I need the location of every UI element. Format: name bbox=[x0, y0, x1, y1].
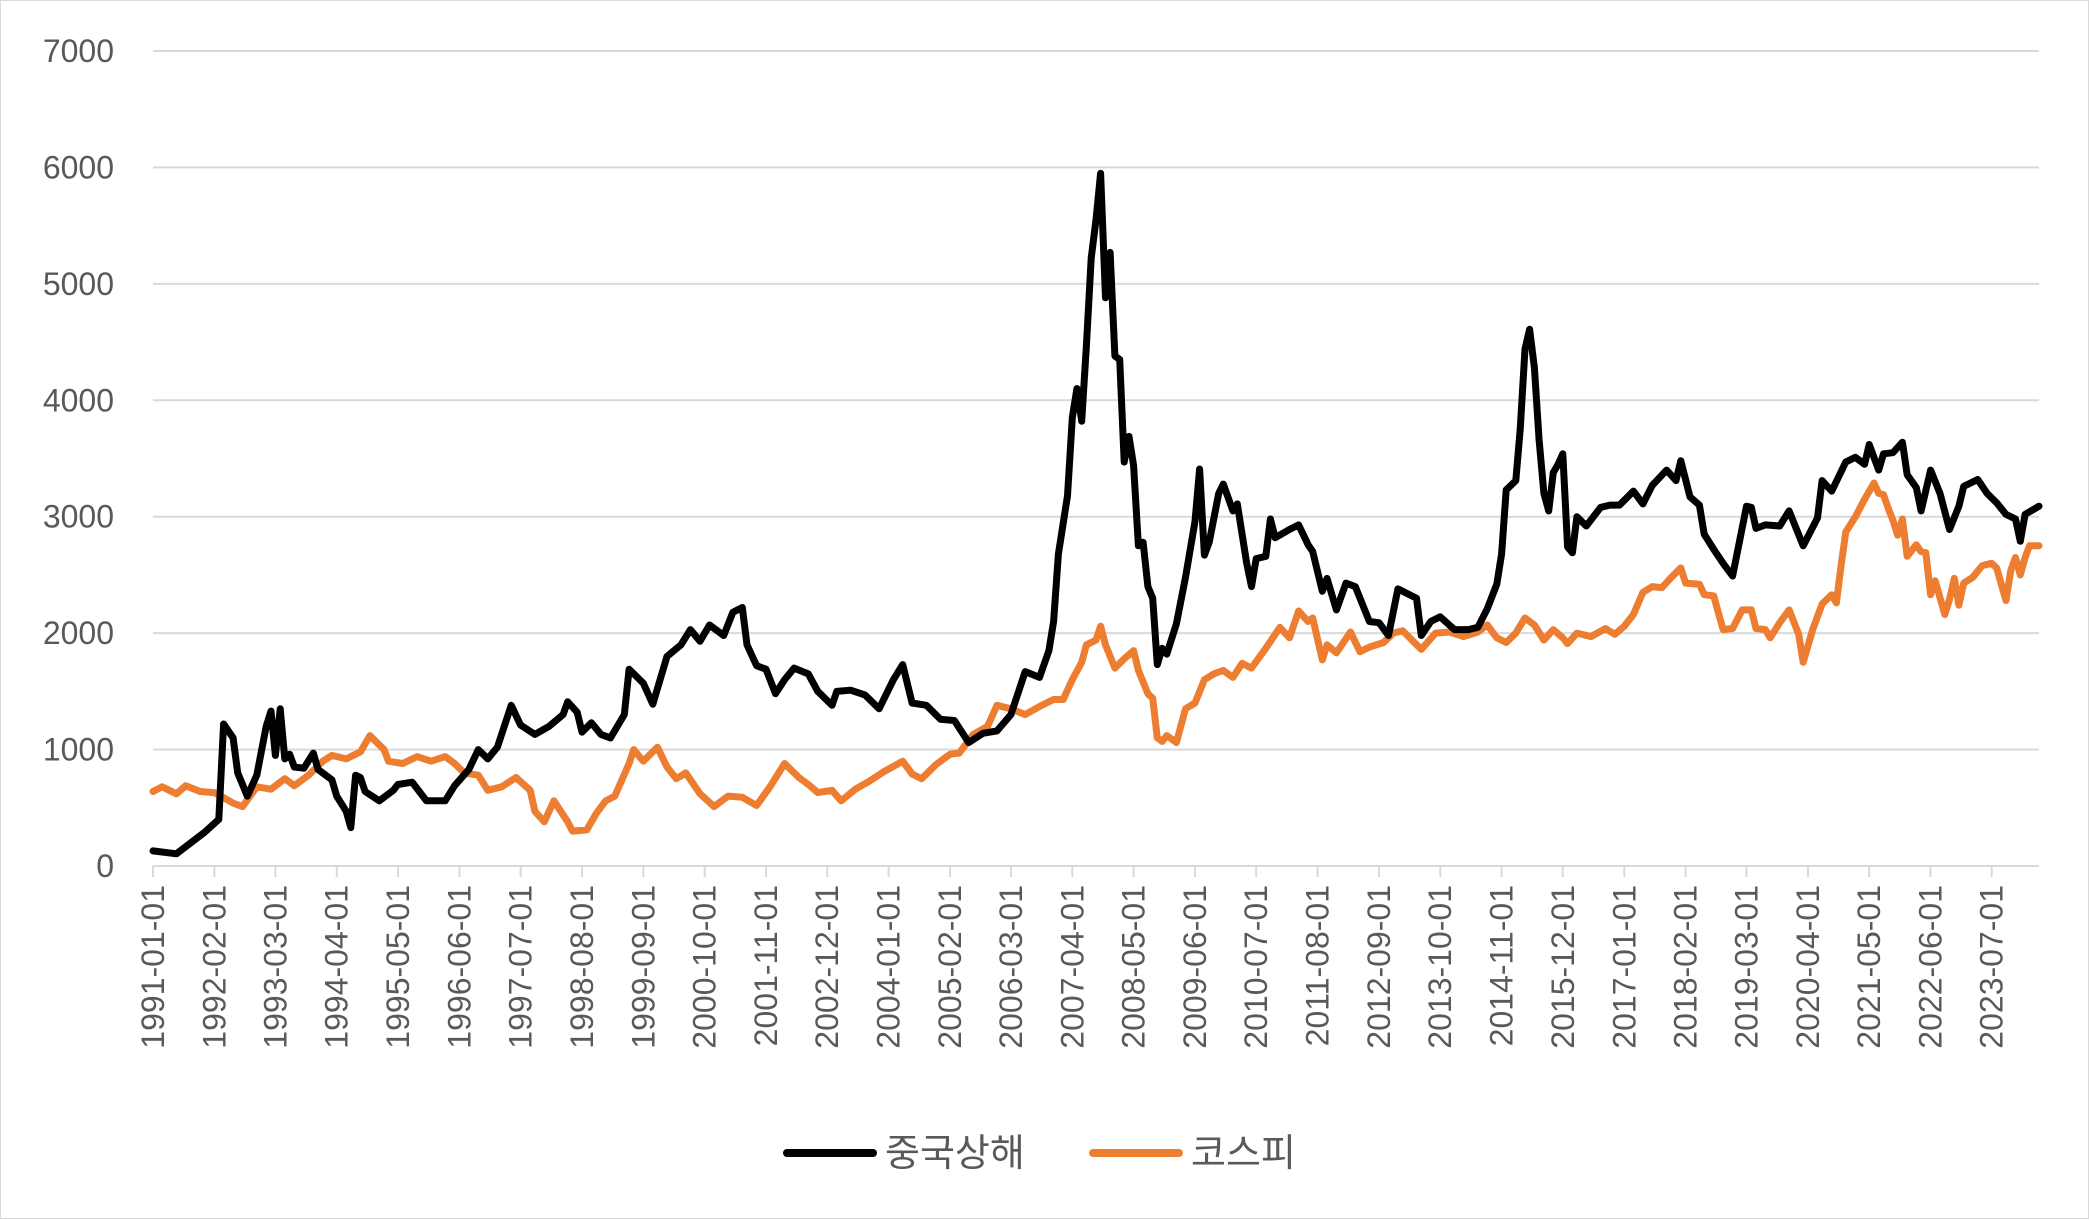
y-tick-label: 1000 bbox=[43, 732, 114, 768]
legend: 중국상해 코스피 bbox=[783, 1131, 1296, 1175]
x-tick-label: 2008-05-01 bbox=[1116, 885, 1152, 1049]
legend-label: 코스피 bbox=[1191, 1131, 1296, 1175]
x-tick-label: 2010-07-01 bbox=[1238, 885, 1274, 1049]
y-tick-label: 2000 bbox=[43, 615, 114, 651]
series-lines bbox=[149, 169, 2043, 858]
x-tick-label: 1992-02-01 bbox=[196, 885, 232, 1049]
y-tick-label: 0 bbox=[96, 848, 114, 884]
x-tick-label: 2004-01-01 bbox=[871, 885, 907, 1049]
x-tick-label: 2013-10-01 bbox=[1422, 885, 1458, 1049]
x-tick-label: 2020-04-01 bbox=[1790, 885, 1826, 1049]
x-tick-label: 2015-12-01 bbox=[1545, 885, 1581, 1049]
x-tick-label: 1996-06-01 bbox=[441, 885, 477, 1049]
x-tick-label: 2021-05-01 bbox=[1851, 885, 1887, 1049]
x-tick-label: 1999-09-01 bbox=[625, 885, 661, 1049]
x-tick-label: 1991-01-01 bbox=[135, 885, 171, 1049]
x-tick-label: 2005-02-01 bbox=[932, 885, 968, 1049]
x-tick-label: 2001-11-01 bbox=[748, 885, 784, 1046]
x-tick-label: 1998-08-01 bbox=[564, 885, 600, 1049]
x-tick-label: 2014-11-01 bbox=[1484, 885, 1520, 1046]
y-tick-label: 3000 bbox=[43, 499, 114, 535]
gridlines bbox=[153, 50, 2039, 867]
x-tick-label: 2000-10-01 bbox=[687, 885, 723, 1049]
x-tick-label: 1995-05-01 bbox=[380, 885, 416, 1049]
y-tick-label: 4000 bbox=[43, 382, 114, 418]
series-line-shanghai bbox=[149, 169, 2043, 858]
y-tick-label: 5000 bbox=[43, 266, 114, 302]
x-tick-label: 2023-07-01 bbox=[1974, 885, 2010, 1049]
y-axis-ticks: 0 1000 2000 3000 4000 5000 6000 7000 bbox=[43, 33, 114, 884]
x-axis-ticks: 1991-01-01 1992-02-01 1993-03-01 1994-04-01… bbox=[135, 866, 2010, 1049]
x-tick-label: 2007-04-01 bbox=[1054, 885, 1090, 1049]
x-tick-label: 2017-01-01 bbox=[1606, 885, 1642, 1049]
legend-label: 중국상해 bbox=[885, 1131, 1025, 1175]
legend-item: 중국상해 bbox=[783, 1131, 1025, 1175]
x-tick-label: 1993-03-01 bbox=[257, 885, 293, 1049]
x-tick-label: 2006-03-01 bbox=[993, 885, 1029, 1049]
x-tick-label: 2009-06-01 bbox=[1177, 885, 1213, 1049]
x-tick-label: 1997-07-01 bbox=[503, 885, 539, 1049]
x-tick-label: 2002-12-01 bbox=[809, 885, 845, 1049]
y-tick-label: 7000 bbox=[43, 33, 114, 69]
legend-item: 코스피 bbox=[1089, 1131, 1296, 1175]
x-tick-label: 2018-02-01 bbox=[1668, 885, 1704, 1049]
x-tick-label: 2012-09-01 bbox=[1361, 885, 1397, 1049]
x-tick-label: 2019-03-01 bbox=[1729, 885, 1765, 1049]
x-tick-label: 1994-04-01 bbox=[319, 885, 355, 1049]
x-tick-label: 2022-06-01 bbox=[1913, 885, 1949, 1049]
series-line-kospi bbox=[149, 479, 2043, 835]
x-tick-label: 2011-08-01 bbox=[1300, 885, 1336, 1046]
y-tick-label: 6000 bbox=[43, 149, 114, 185]
